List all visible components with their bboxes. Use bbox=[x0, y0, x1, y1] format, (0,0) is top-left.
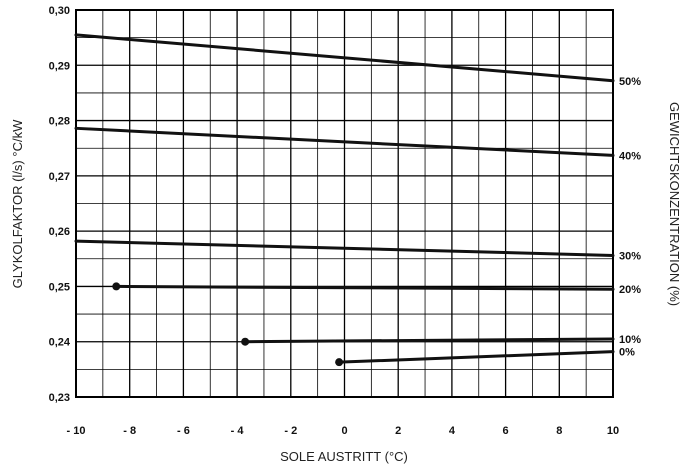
series-line bbox=[74, 126, 615, 157]
y-tick-label: 0,26 bbox=[49, 226, 70, 238]
series-label: 30% bbox=[619, 250, 641, 262]
y-tick-label: 0,25 bbox=[49, 281, 70, 293]
series-start-point bbox=[335, 358, 344, 367]
y-tick-label: 0,23 bbox=[49, 392, 70, 404]
y-tick-label: 0,24 bbox=[49, 337, 71, 349]
x-axis-title: SOLE AUSTRITT (°C) bbox=[280, 449, 408, 464]
series-label: 50% bbox=[619, 76, 641, 88]
series-label: 40% bbox=[619, 150, 641, 162]
y-tick-label: 0,30 bbox=[49, 5, 70, 17]
x-tick-label: 4 bbox=[449, 425, 456, 437]
x-tick-label: - 8 bbox=[123, 425, 136, 437]
x-tick-label: 2 bbox=[395, 425, 401, 437]
x-tick-label: - 2 bbox=[284, 425, 297, 437]
y-tick-label: 0,29 bbox=[49, 60, 70, 72]
x-tick-label: 0 bbox=[341, 425, 347, 437]
x-tick-label: - 6 bbox=[177, 425, 190, 437]
series-line bbox=[114, 284, 615, 291]
x-tick-label: - 10 bbox=[67, 425, 86, 437]
x-tick-label: 10 bbox=[607, 425, 619, 437]
series-line bbox=[74, 33, 615, 83]
series-label: 10% bbox=[619, 334, 641, 346]
series-start-point bbox=[112, 282, 121, 291]
y2-axis-title: GEWICHTSKONZENTRATION (%) bbox=[667, 102, 682, 306]
series-line bbox=[243, 337, 615, 344]
series-lines: 50% 40% 30% 20% 10%0% bbox=[74, 33, 641, 367]
grid bbox=[75, 9, 614, 398]
series-label: 0% bbox=[619, 347, 635, 359]
y-tick-label: 0,28 bbox=[49, 116, 70, 128]
series-line bbox=[74, 239, 615, 257]
x-tick-label: 6 bbox=[503, 425, 509, 437]
tick-labels: - 10 - 8 - 6 - 4 - 2 0 2 4 6 8 10 0,23 0,24 0,25 0,26 0… bbox=[49, 5, 620, 437]
x-tick-label: 8 bbox=[556, 425, 562, 437]
series-start-point bbox=[241, 337, 250, 346]
y-axis-title: GLYKOLFAKTOR (l/s) °C/kW bbox=[10, 119, 25, 288]
series-label: 20% bbox=[619, 284, 641, 296]
y-tick-label: 0,27 bbox=[49, 171, 70, 183]
series-line bbox=[337, 350, 615, 364]
x-tick-label: - 4 bbox=[231, 425, 245, 437]
